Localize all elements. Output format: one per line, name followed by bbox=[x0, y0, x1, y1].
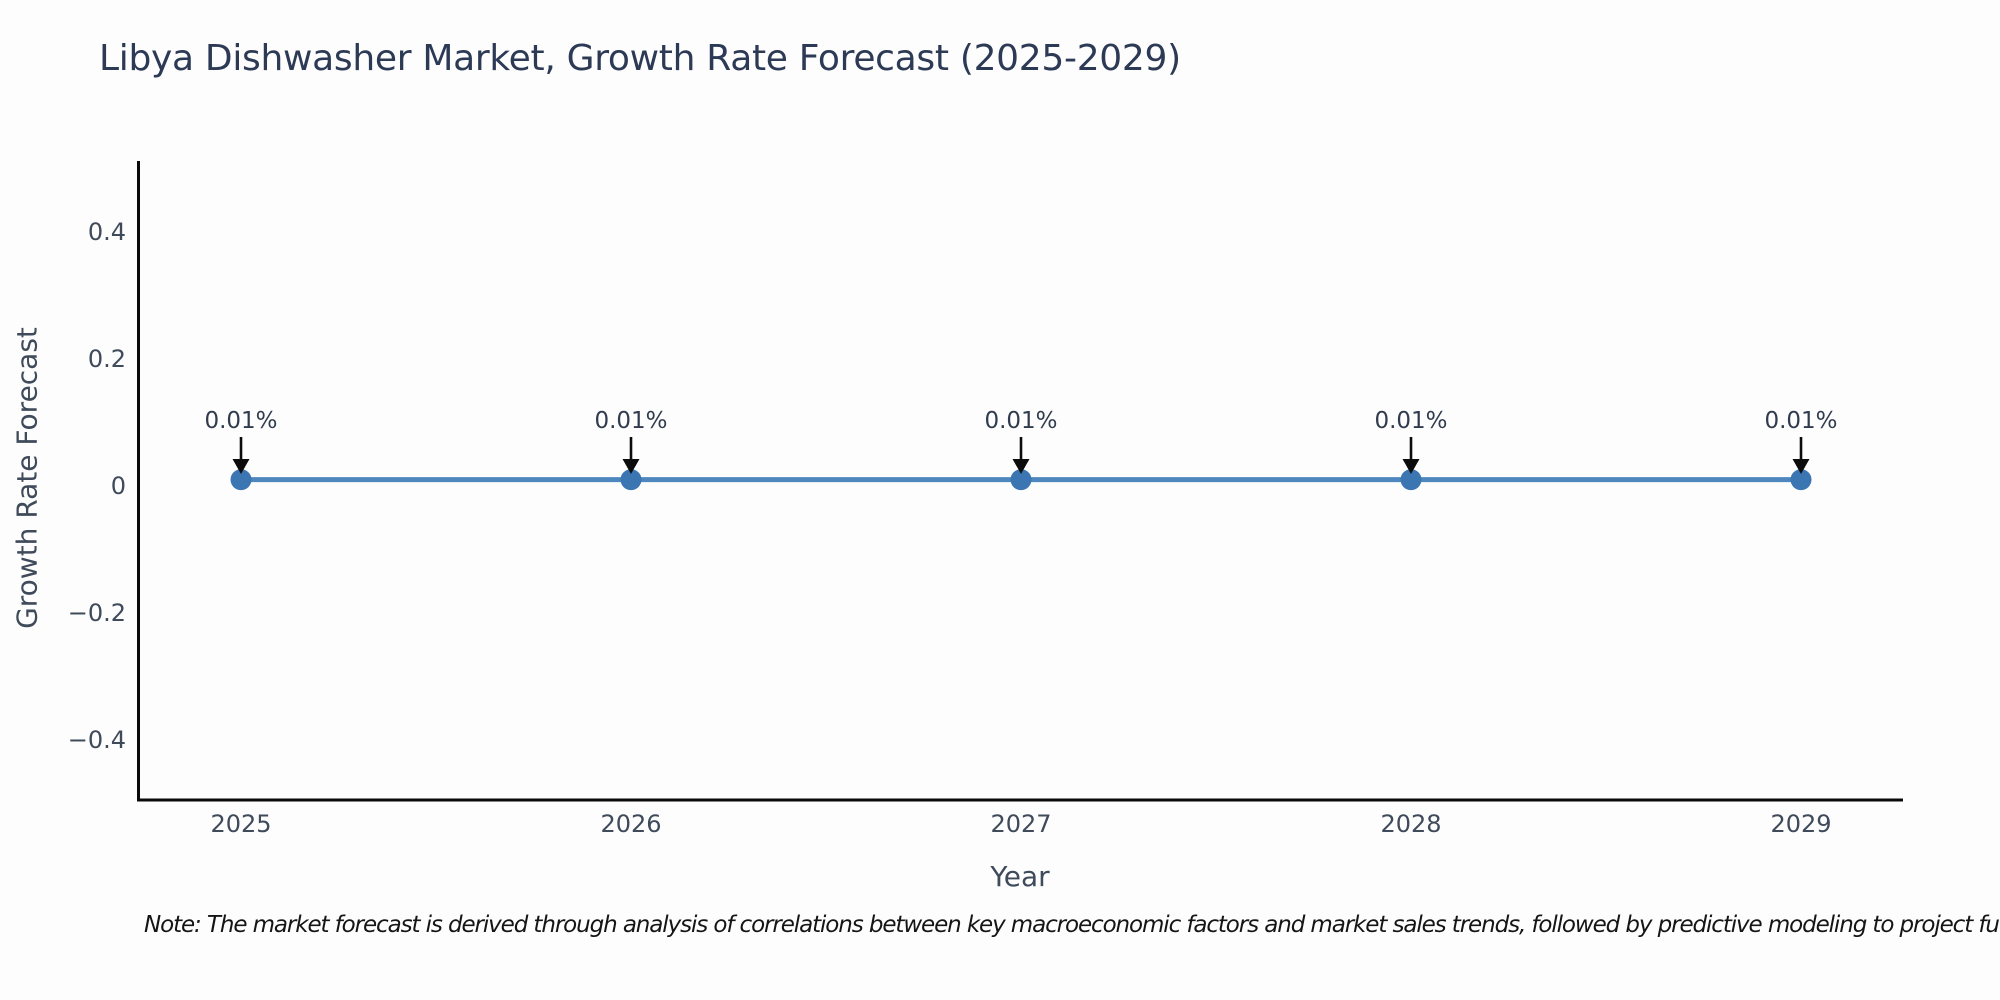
x-tick-label: 2029 bbox=[1770, 810, 1832, 838]
annotation-arrowhead bbox=[1792, 459, 1810, 474]
annotation-arrowhead bbox=[622, 459, 640, 474]
data-point-marker bbox=[1010, 469, 1032, 491]
point-annotation: 0.01% bbox=[1764, 408, 1838, 434]
y-tick-label: 0 bbox=[110, 472, 126, 500]
y-tick-label: −0.2 bbox=[67, 599, 126, 627]
chart-note: Note: The market forecast is derived thr… bbox=[144, 912, 2000, 938]
data-point-marker bbox=[1790, 469, 1812, 491]
point-annotation: 0.01% bbox=[594, 408, 668, 434]
y-axis-title: Growth Rate Forecast bbox=[10, 327, 44, 629]
data-point-marker bbox=[1400, 469, 1422, 491]
annotation-arrowhead bbox=[1402, 459, 1420, 474]
data-point-marker bbox=[620, 469, 642, 491]
x-tick-label: 2025 bbox=[210, 810, 272, 838]
y-tick-label: −0.4 bbox=[67, 726, 126, 754]
point-annotation: 0.01% bbox=[1374, 408, 1448, 434]
chart-title: Libya Dishwasher Market, Growth Rate For… bbox=[99, 38, 1181, 79]
y-tick-label: 0.4 bbox=[87, 218, 126, 246]
x-tick-label: 2027 bbox=[990, 810, 1052, 838]
data-point-marker bbox=[230, 469, 252, 491]
y-tick-label: 0.2 bbox=[87, 345, 126, 373]
annotation-arrowhead bbox=[232, 459, 250, 474]
point-annotation: 0.01% bbox=[984, 408, 1058, 434]
x-tick-label: 2028 bbox=[1380, 810, 1442, 838]
x-tick-label: 2026 bbox=[600, 810, 662, 838]
annotation-arrowhead bbox=[1012, 459, 1030, 474]
x-axis-title: Year bbox=[990, 860, 1050, 893]
point-annotation: 0.01% bbox=[204, 408, 278, 434]
